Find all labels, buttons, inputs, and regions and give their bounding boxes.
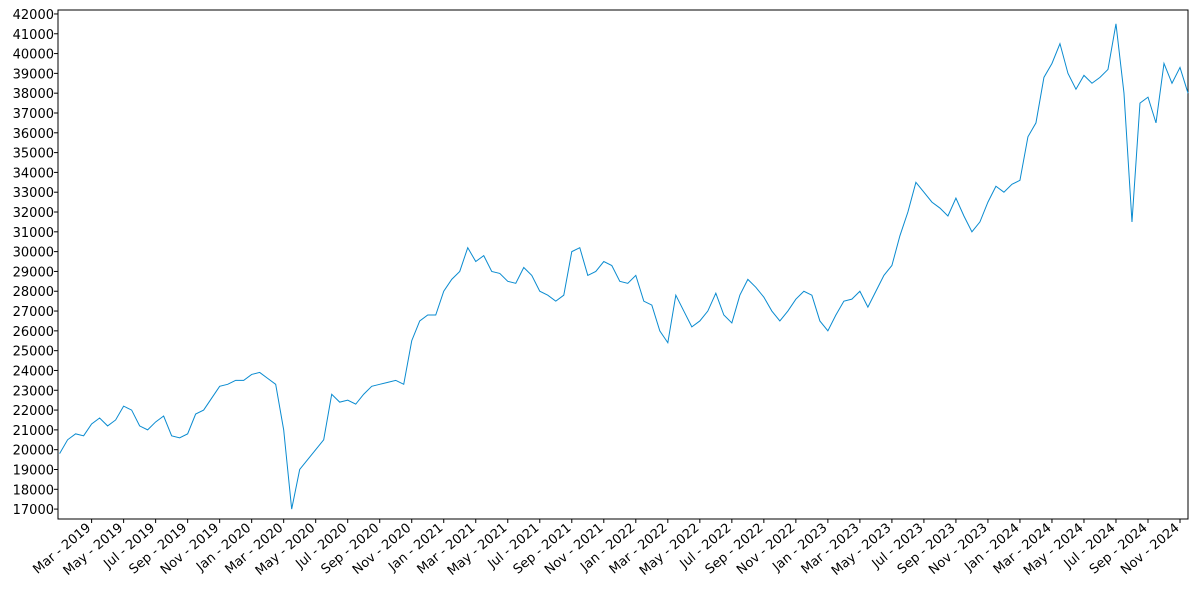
y-tick-label: 19000: [13, 463, 54, 478]
y-tick-label: 25000: [13, 345, 54, 360]
y-tick-label: 38000: [13, 87, 54, 102]
y-tick-label: 18000: [13, 483, 54, 498]
y-tick-label: 24000: [13, 364, 54, 379]
y-tick-label: 23000: [13, 384, 54, 399]
y-tick-label: 26000: [13, 325, 54, 340]
y-tick-label: 29000: [13, 265, 54, 280]
y-tick-label: 27000: [13, 305, 54, 320]
price-line: [59, 23, 1189, 510]
y-tick-label: 28000: [13, 285, 54, 300]
y-tick-label: 40000: [13, 48, 54, 63]
y-tick-label: 33000: [13, 186, 54, 201]
y-tick-label: 22000: [13, 404, 54, 419]
y-tick-label: 32000: [13, 206, 54, 221]
y-tick-label: 31000: [13, 226, 54, 241]
y-tick-label: 41000: [13, 28, 54, 43]
y-tick-label: 30000: [13, 246, 54, 261]
y-tick-label: 21000: [13, 424, 54, 439]
y-tick-label: 35000: [13, 147, 54, 162]
plot-frame: [57, 9, 1189, 520]
y-tick-label: 37000: [13, 107, 54, 122]
y-tick-label: 20000: [13, 444, 54, 459]
y-tick-label: 34000: [13, 166, 54, 181]
y-tick-label: 39000: [13, 67, 54, 82]
y-tick-label: 36000: [13, 127, 54, 142]
y-tick-label: 42000: [13, 8, 54, 23]
y-tick-label: 17000: [13, 503, 54, 518]
